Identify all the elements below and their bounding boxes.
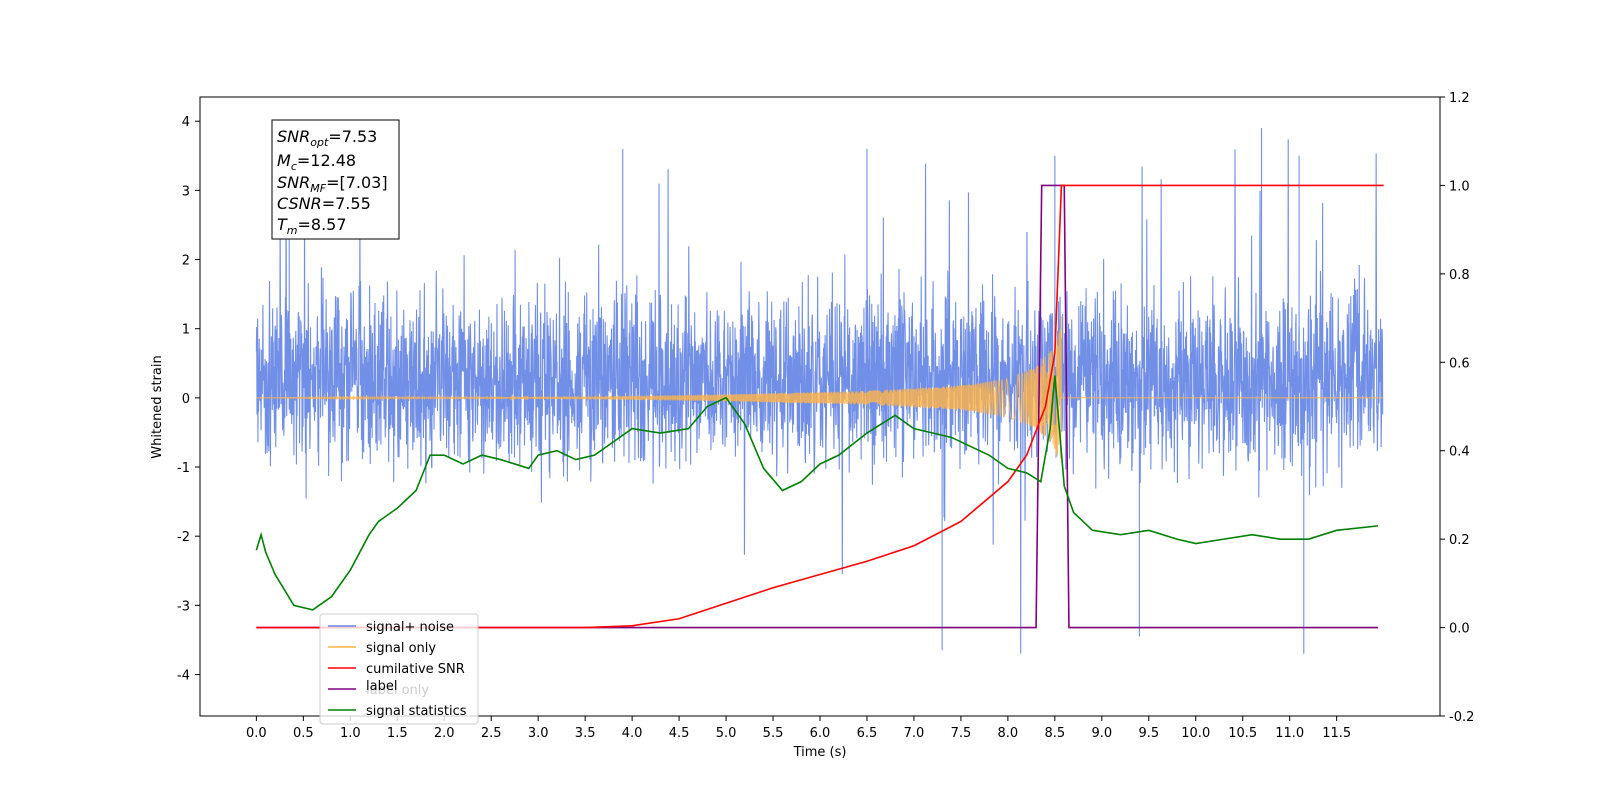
x-tick-label: 8.0 [998,726,1019,741]
y-axis-right: 1.2 1.0 0.8 0.6 0.4 0.2 0.0 -0.2 [1440,91,1474,725]
x-tick-label: 5.0 [716,726,737,741]
info-box: SNRopt=7.53 Mc=12.48 SNRMF=[7.03] CSNR=7… [271,119,400,240]
x-axis: 0.0 0.5 1.0 1.5 2.0 2.5 3.0 3.5 4.0 4.5 5.0 5.5 6.0 6… [246,716,1351,741]
x-tick-label: 4.5 [669,726,690,741]
info-csnr: CSNR=7.55 [277,194,371,213]
legend-label-signal-noise: signal+ noise [366,620,454,635]
x-tick-label: 1.5 [387,726,408,741]
x-tick-label: 10.5 [1228,726,1257,741]
x-tick-label: 6.0 [810,726,831,741]
x-axis-title: Time (s) [793,745,847,760]
y2-tick-label: -0.2 [1449,710,1474,725]
legend-frame [319,613,479,725]
y-tick-label: -1 [177,461,190,476]
y-tick-label: 3 [182,184,190,199]
legend-label-signal-only: signal only [366,641,436,656]
y-tick-label: -4 [177,669,190,684]
x-tick-label: 9.5 [1138,726,1159,741]
x-tick-label: 10.0 [1181,726,1210,741]
legend: signal+ noise signal only cumilative SNR… [319,613,479,725]
x-tick-label: 2.5 [481,726,502,741]
legend-label-cumilative-snr: cumilative SNR [366,662,465,677]
x-tick-label: 6.5 [857,726,878,741]
series-cumilative-snr [256,184,1384,629]
x-tick-label: 5.5 [763,726,784,741]
info-mc: Mc=12.48 [277,151,356,173]
plot-area [255,128,1384,654]
y2-tick-label: 0.6 [1449,356,1470,371]
x-tick-label: 0.5 [293,726,314,741]
series-label [256,184,1378,629]
legend-label-label-only: label only [366,683,429,698]
y-tick-label: -2 [177,530,190,545]
y2-tick-label: 1.2 [1449,91,1470,106]
y-tick-label: 2 [182,254,190,269]
x-tick-label: 4.0 [622,726,643,741]
info-tm: Tm=8.57 [277,215,347,237]
series-signal-statistics [255,375,1379,611]
x-tick-label: 3.0 [528,726,549,741]
x-tick-label: 11.5 [1322,726,1351,741]
info-snr-opt: SNRopt=7.53 [277,127,377,149]
legend-label-signal-statistics: signal statistics [366,704,467,719]
y2-tick-label: 0.4 [1449,445,1470,460]
x-tick-label: 1.0 [340,726,361,741]
x-tick-label: 9.0 [1091,726,1112,741]
y-tick-label: 1 [182,323,190,338]
x-tick-label: 3.5 [575,726,596,741]
y-tick-label: -3 [177,599,190,614]
y-axis-title: Whitened strain [150,355,165,458]
x-tick-label: 8.5 [1045,726,1066,741]
legend-label-label: label [366,679,397,694]
series-signal-only [256,315,1383,459]
y-tick-label: 4 [182,115,190,130]
y2-tick-label: 0.2 [1449,533,1470,548]
x-tick-label: 7.0 [904,726,925,741]
info-snr-mf: SNRMF=[7.03] [277,173,388,195]
info-box-frame [271,119,400,240]
x-tick-label: 0.0 [246,726,267,741]
x-tick-label: 7.5 [951,726,972,741]
y2-tick-label: 0.8 [1449,268,1470,283]
x-tick-label: 11.0 [1275,726,1304,741]
x-tick-label: 2.0 [434,726,455,741]
y2-tick-label: 1.0 [1449,179,1470,194]
y2-tick-label: 0.0 [1449,622,1470,637]
series-signal-noise [255,128,1384,654]
y-axis-left: 4 3 2 1 0 -1 -2 -3 -4 [177,115,200,684]
y-tick-label: 0 [182,392,190,407]
